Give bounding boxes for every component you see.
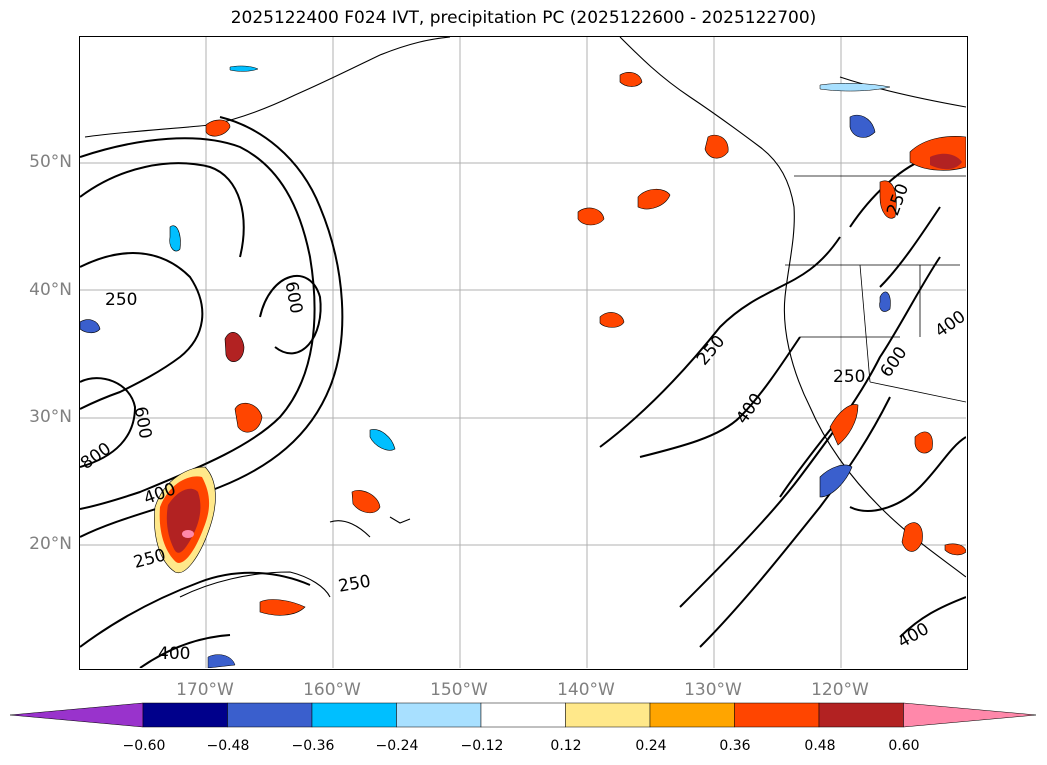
colorbar-segment: [818, 702, 904, 728]
contour-label: 250: [693, 332, 729, 370]
contour-label: 400: [895, 619, 933, 653]
colorbar-tick: 0.36: [719, 738, 751, 754]
contour-label: 400: [732, 390, 767, 428]
graticule: [80, 37, 966, 668]
colorbar-segment: [734, 702, 820, 728]
lon-label: 140°W: [557, 680, 615, 700]
colorbar-tick: 0.24: [635, 738, 667, 754]
contour-label: 600: [281, 280, 306, 315]
ivt-contours: [79, 116, 967, 669]
colorbar-segment: [480, 702, 566, 728]
lon-label: 120°W: [811, 680, 869, 700]
colorbar-segment: [396, 702, 482, 728]
colorbar-segment: [311, 702, 397, 728]
political-borders: [785, 175, 967, 403]
contour-label: 400: [158, 644, 190, 664]
lat-label: 50°N: [29, 152, 72, 172]
map-title: 2025122400 F024 IVT, precipitation PC (2…: [230, 8, 817, 28]
colorbar-extend-high: [903, 702, 1036, 728]
contour-label: 800: [80, 439, 115, 474]
colorbar-segment: [227, 702, 313, 728]
lon-label: 150°W: [430, 680, 488, 700]
colorbar-tick: −0.12: [460, 738, 504, 754]
contour-label: 250: [132, 545, 169, 573]
colorbar-segment: [649, 702, 735, 728]
precip-anomaly-shading: [79, 65, 967, 669]
contour-label: 250: [833, 367, 865, 387]
lon-label: 160°W: [303, 680, 361, 700]
colorbar-tick: 0.48: [804, 738, 836, 754]
contour-label: 600: [876, 343, 911, 381]
lat-label: 30°N: [29, 407, 72, 427]
colorbar-tick: 0.12: [550, 738, 582, 754]
map-canvas: 250 600 600 800 400 250 250 400 250 400 …: [77, 36, 970, 669]
lat-label: 20°N: [29, 534, 72, 554]
colorbar-tick: 0.60: [888, 738, 920, 754]
contour-label: 400: [931, 307, 966, 342]
lat-label: 40°N: [29, 280, 72, 300]
map-panel: 250 600 600 800 400 250 250 400 250 400 …: [77, 36, 970, 670]
colorbar-extend-low: [10, 702, 144, 728]
colorbar-tick: −0.48: [206, 738, 250, 754]
colorbar: [10, 702, 1036, 728]
contour-label: 250: [337, 571, 372, 596]
lon-label: 170°W: [176, 680, 234, 700]
colorbar-tick: −0.24: [375, 738, 419, 754]
colorbar-tick: −0.36: [291, 738, 335, 754]
colorbar-segment: [565, 702, 651, 728]
colorbar-tick: −0.60: [122, 738, 166, 754]
coastlines: [84, 36, 967, 598]
colorbar-segment: [142, 702, 228, 728]
lon-label: 130°W: [684, 680, 742, 700]
contour-label: 250: [105, 290, 137, 310]
contour-label: 600: [130, 405, 155, 440]
